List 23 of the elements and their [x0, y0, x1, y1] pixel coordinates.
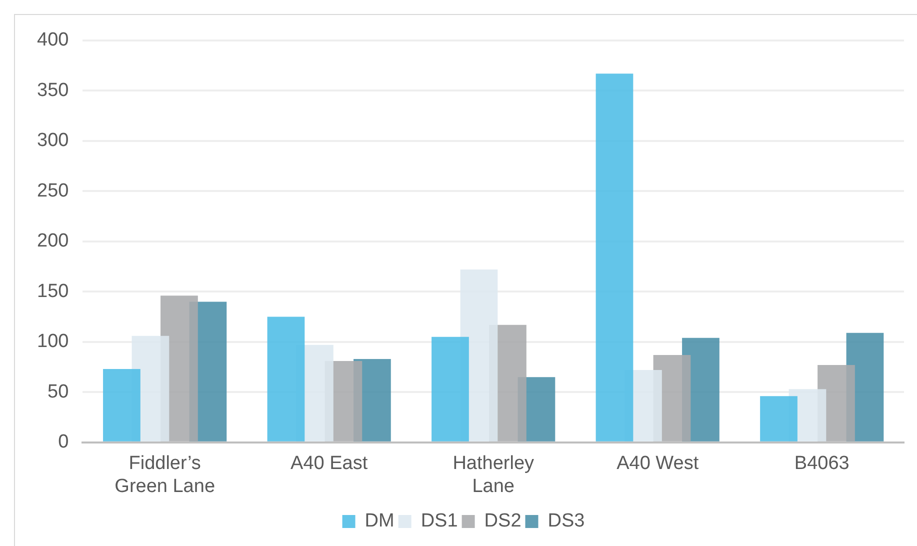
legend-label: DS1	[420, 510, 458, 532]
y-tick-label: 300	[37, 130, 69, 152]
y-tick-label: 0	[58, 432, 69, 453]
x-tick-label: A40 West	[616, 453, 700, 474]
bar	[760, 396, 798, 442]
x-tick-label: Fiddler’s Green Lane	[114, 453, 216, 497]
y-tick-label: 350	[37, 80, 69, 101]
y-tick-label: 50	[48, 381, 69, 402]
bar	[596, 74, 634, 442]
y-tick-label: 400	[37, 30, 69, 51]
legend-label: DM	[364, 510, 394, 532]
bar	[432, 336, 469, 442]
y-tick-label: 250	[37, 180, 69, 202]
legend-label: DS3	[548, 510, 585, 532]
y-tick-label: 150	[37, 280, 69, 302]
legend-label: DS2	[484, 510, 522, 532]
x-tick-label: A40 East	[290, 453, 368, 474]
bar	[103, 369, 140, 442]
bar	[267, 316, 305, 442]
x-tick-label: Hatherley Lane	[452, 453, 534, 497]
y-tick-label: 100	[37, 331, 69, 352]
y-tick-label: 200	[37, 230, 69, 252]
x-tick-label: B4063	[794, 453, 850, 474]
